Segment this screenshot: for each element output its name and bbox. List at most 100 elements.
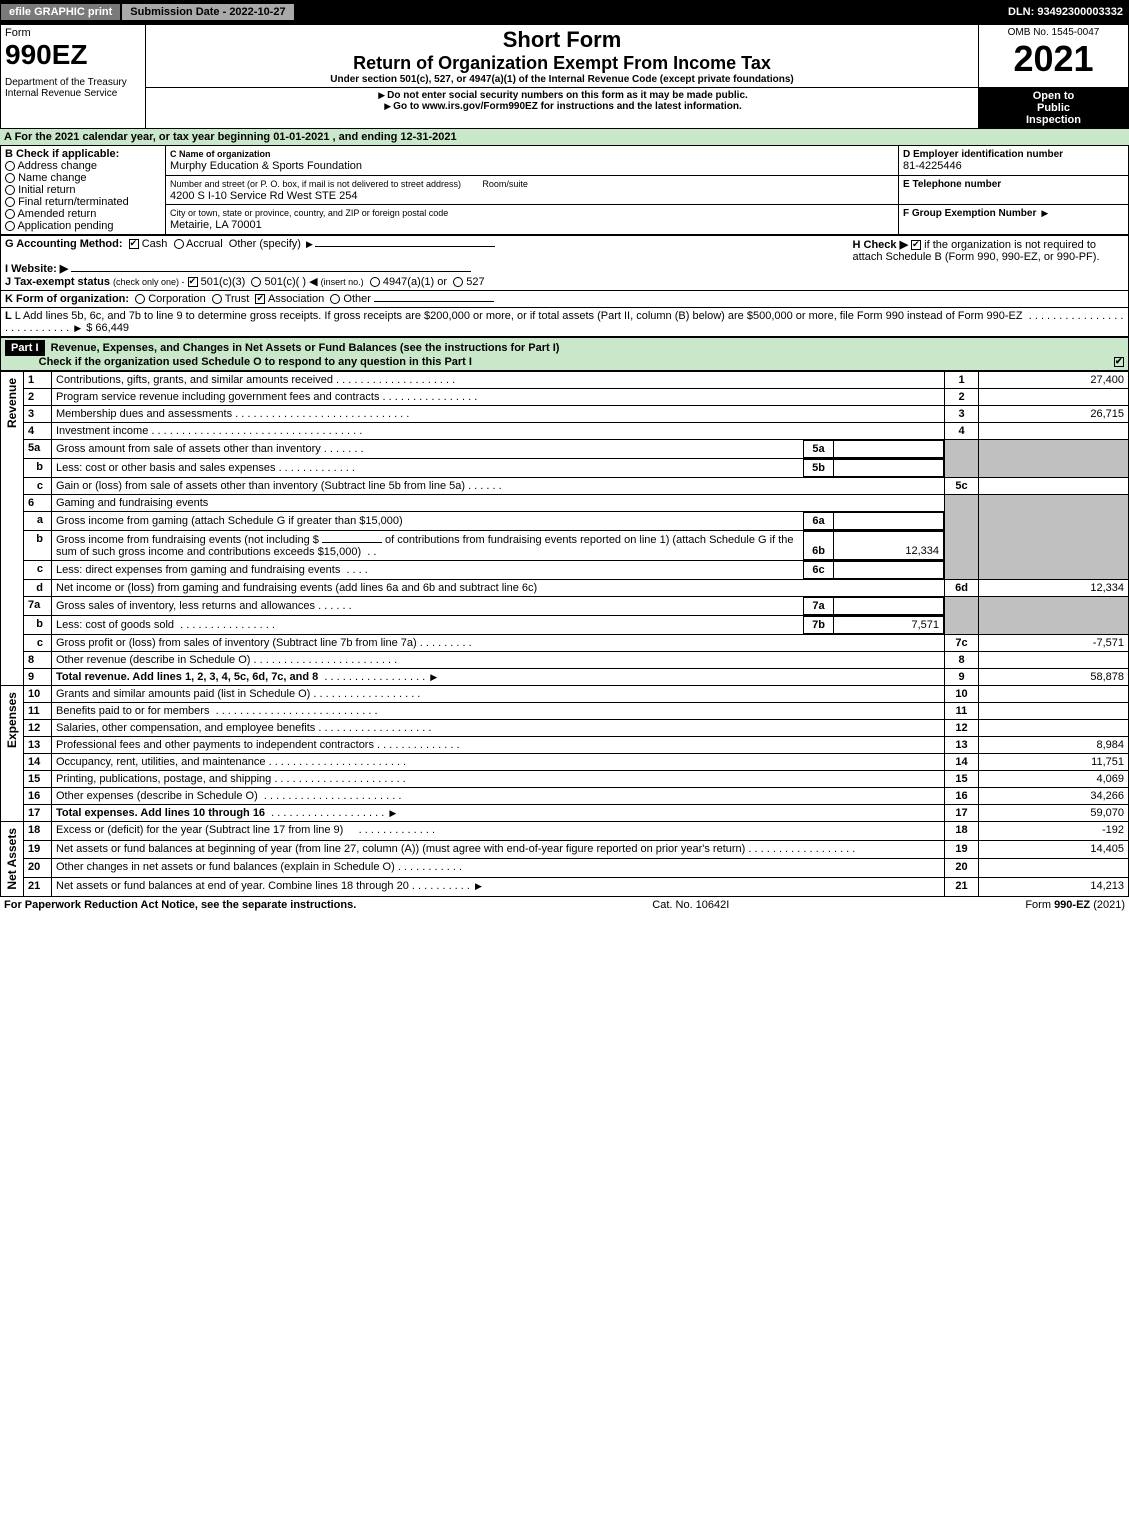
ln7b-ival: 7,571 bbox=[834, 617, 944, 634]
dept-label: Department of the Treasury Internal Reve… bbox=[5, 77, 141, 99]
chk-pending[interactable] bbox=[5, 221, 15, 231]
j-aside: (check only one) - bbox=[113, 277, 185, 287]
ln7a-ibox: 7a bbox=[804, 598, 834, 615]
part-i-head: Part I bbox=[5, 340, 45, 356]
ln3-d: Membership dues and assessments bbox=[56, 408, 232, 420]
form-word: Form bbox=[5, 27, 141, 39]
ln7b-n: b bbox=[24, 616, 52, 635]
ln13-d: Professional fees and other payments to … bbox=[56, 739, 374, 751]
chk-accrual[interactable] bbox=[174, 239, 184, 249]
ein-value: 81-4225446 bbox=[903, 160, 962, 172]
street-value: 4200 S I-10 Service Rd West STE 254 bbox=[170, 190, 358, 202]
chk-address-change[interactable] bbox=[5, 161, 15, 171]
ln16-d: Other expenses (describe in Schedule O) bbox=[56, 790, 258, 802]
chk-cash[interactable] bbox=[129, 239, 139, 249]
ln2-box: 2 bbox=[945, 389, 979, 406]
ln11-n: 11 bbox=[24, 703, 52, 720]
ln14-amt: 11,751 bbox=[979, 754, 1129, 771]
ln7b-ibox: 7b bbox=[804, 617, 834, 634]
c-name-label: C Name of organization bbox=[170, 149, 271, 159]
ln20-n: 20 bbox=[24, 859, 52, 878]
chk-527[interactable] bbox=[453, 277, 463, 287]
lbl-assoc: Association bbox=[268, 293, 324, 305]
warn-ssn: Do not enter social security numbers on … bbox=[387, 90, 748, 101]
lbl-4947: 4947(a)(1) or bbox=[383, 276, 447, 288]
chk-corp[interactable] bbox=[135, 294, 145, 304]
ln5a-d: Gross amount from sale of assets other t… bbox=[56, 443, 321, 455]
ln1-d: Contributions, gifts, grants, and simila… bbox=[56, 374, 333, 386]
submission-date-btn[interactable]: Submission Date - 2022-10-27 bbox=[121, 3, 294, 21]
ln5c-box: 5c bbox=[945, 478, 979, 495]
lbl-corp: Corporation bbox=[148, 293, 205, 305]
ln12-d: Salaries, other compensation, and employ… bbox=[56, 722, 315, 734]
chk-other-org[interactable] bbox=[330, 294, 340, 304]
ln6d-d: Net income or (loss) from gaming and fun… bbox=[56, 582, 537, 594]
ln9-d: Total revenue. Add lines 1, 2, 3, 4, 5c,… bbox=[56, 671, 318, 683]
l-text: L Add lines 5b, 6c, and 7b to line 9 to … bbox=[15, 310, 1023, 322]
f-label: F Group Exemption Number bbox=[903, 208, 1036, 219]
form-header: Form 990EZ Department of the Treasury In… bbox=[0, 24, 1129, 129]
ln15-d: Printing, publications, postage, and shi… bbox=[56, 773, 271, 785]
ln15-box: 15 bbox=[945, 771, 979, 788]
ln8-box: 8 bbox=[945, 652, 979, 669]
ln5b-ibox: 5b bbox=[804, 460, 834, 477]
lbl-trust: Trust bbox=[225, 293, 250, 305]
ln2-amt bbox=[979, 389, 1129, 406]
tax-year: 2021 bbox=[983, 38, 1124, 80]
ln17-amt: 59,070 bbox=[979, 805, 1129, 822]
chk-assoc[interactable] bbox=[255, 294, 265, 304]
ln7a-d: Gross sales of inventory, less returns a… bbox=[56, 600, 315, 612]
ln1-amt: 27,400 bbox=[979, 372, 1129, 389]
ln17-d: Total expenses. Add lines 10 through 16 bbox=[56, 807, 265, 819]
ln17-n: 17 bbox=[24, 805, 52, 822]
warn-goto: Go to www.irs.gov/Form990EZ for instruct… bbox=[393, 101, 742, 112]
chk-501c3[interactable] bbox=[188, 277, 198, 287]
chk-amended[interactable] bbox=[5, 209, 15, 219]
chk-501c[interactable] bbox=[251, 277, 261, 287]
city-label: City or town, state or province, country… bbox=[170, 208, 448, 218]
ln6b-ibox: 6b bbox=[804, 532, 834, 560]
ln13-box: 13 bbox=[945, 737, 979, 754]
footer-right: Form 990-EZ (2021) bbox=[1025, 899, 1125, 911]
ln21-d: Net assets or fund balances at end of ye… bbox=[56, 880, 409, 892]
ln2-n: 2 bbox=[24, 389, 52, 406]
l-amount: $ 66,449 bbox=[86, 322, 129, 334]
title-short-form: Short Form bbox=[150, 27, 974, 53]
chk-part-i-scho[interactable] bbox=[1114, 357, 1124, 367]
efile-print-btn[interactable]: efile GRAPHIC print bbox=[0, 3, 121, 21]
omb-label: OMB No. 1545-0047 bbox=[983, 27, 1124, 38]
chk-4947[interactable] bbox=[370, 277, 380, 287]
b-label: B Check if applicable: bbox=[5, 148, 119, 160]
footer-left: For Paperwork Reduction Act Notice, see … bbox=[4, 899, 356, 911]
accounting-block: G Accounting Method: Cash Accrual Other … bbox=[0, 235, 1129, 337]
ln5a-ibox: 5a bbox=[804, 441, 834, 458]
footer-mid: Cat. No. 10642I bbox=[652, 899, 729, 911]
ln15-n: 15 bbox=[24, 771, 52, 788]
ln21-box: 21 bbox=[945, 877, 979, 896]
e-label: E Telephone number bbox=[903, 179, 1001, 190]
ln19-amt: 14,405 bbox=[979, 840, 1129, 859]
ln18-d: Excess or (deficit) for the year (Subtra… bbox=[56, 824, 343, 836]
chk-h[interactable] bbox=[911, 240, 921, 250]
ln11-d: Benefits paid to or for members bbox=[56, 705, 209, 717]
chk-final[interactable] bbox=[5, 197, 15, 207]
ln9-box: 9 bbox=[945, 669, 979, 686]
lbl-insert: (insert no.) bbox=[321, 277, 364, 287]
ln14-box: 14 bbox=[945, 754, 979, 771]
ln19-n: 19 bbox=[24, 840, 52, 859]
ln10-box: 10 bbox=[945, 686, 979, 703]
lbl-initial: Initial return bbox=[18, 184, 75, 196]
j-label: J Tax-exempt status bbox=[5, 276, 110, 288]
ln19-d: Net assets or fund balances at beginning… bbox=[56, 843, 745, 855]
lbl-accrual: Accrual bbox=[186, 238, 223, 250]
lbl-amended: Amended return bbox=[17, 208, 96, 220]
chk-initial[interactable] bbox=[5, 185, 15, 195]
ln4-d: Investment income bbox=[56, 425, 148, 437]
ln13-amt: 8,984 bbox=[979, 737, 1129, 754]
subtitle: Under section 501(c), 527, or 4947(a)(1)… bbox=[150, 74, 974, 85]
chk-trust[interactable] bbox=[212, 294, 222, 304]
ln8-amt bbox=[979, 652, 1129, 669]
chk-name-change[interactable] bbox=[5, 173, 15, 183]
lbl-527: 527 bbox=[466, 276, 484, 288]
ln2-d: Program service revenue including govern… bbox=[56, 391, 379, 403]
